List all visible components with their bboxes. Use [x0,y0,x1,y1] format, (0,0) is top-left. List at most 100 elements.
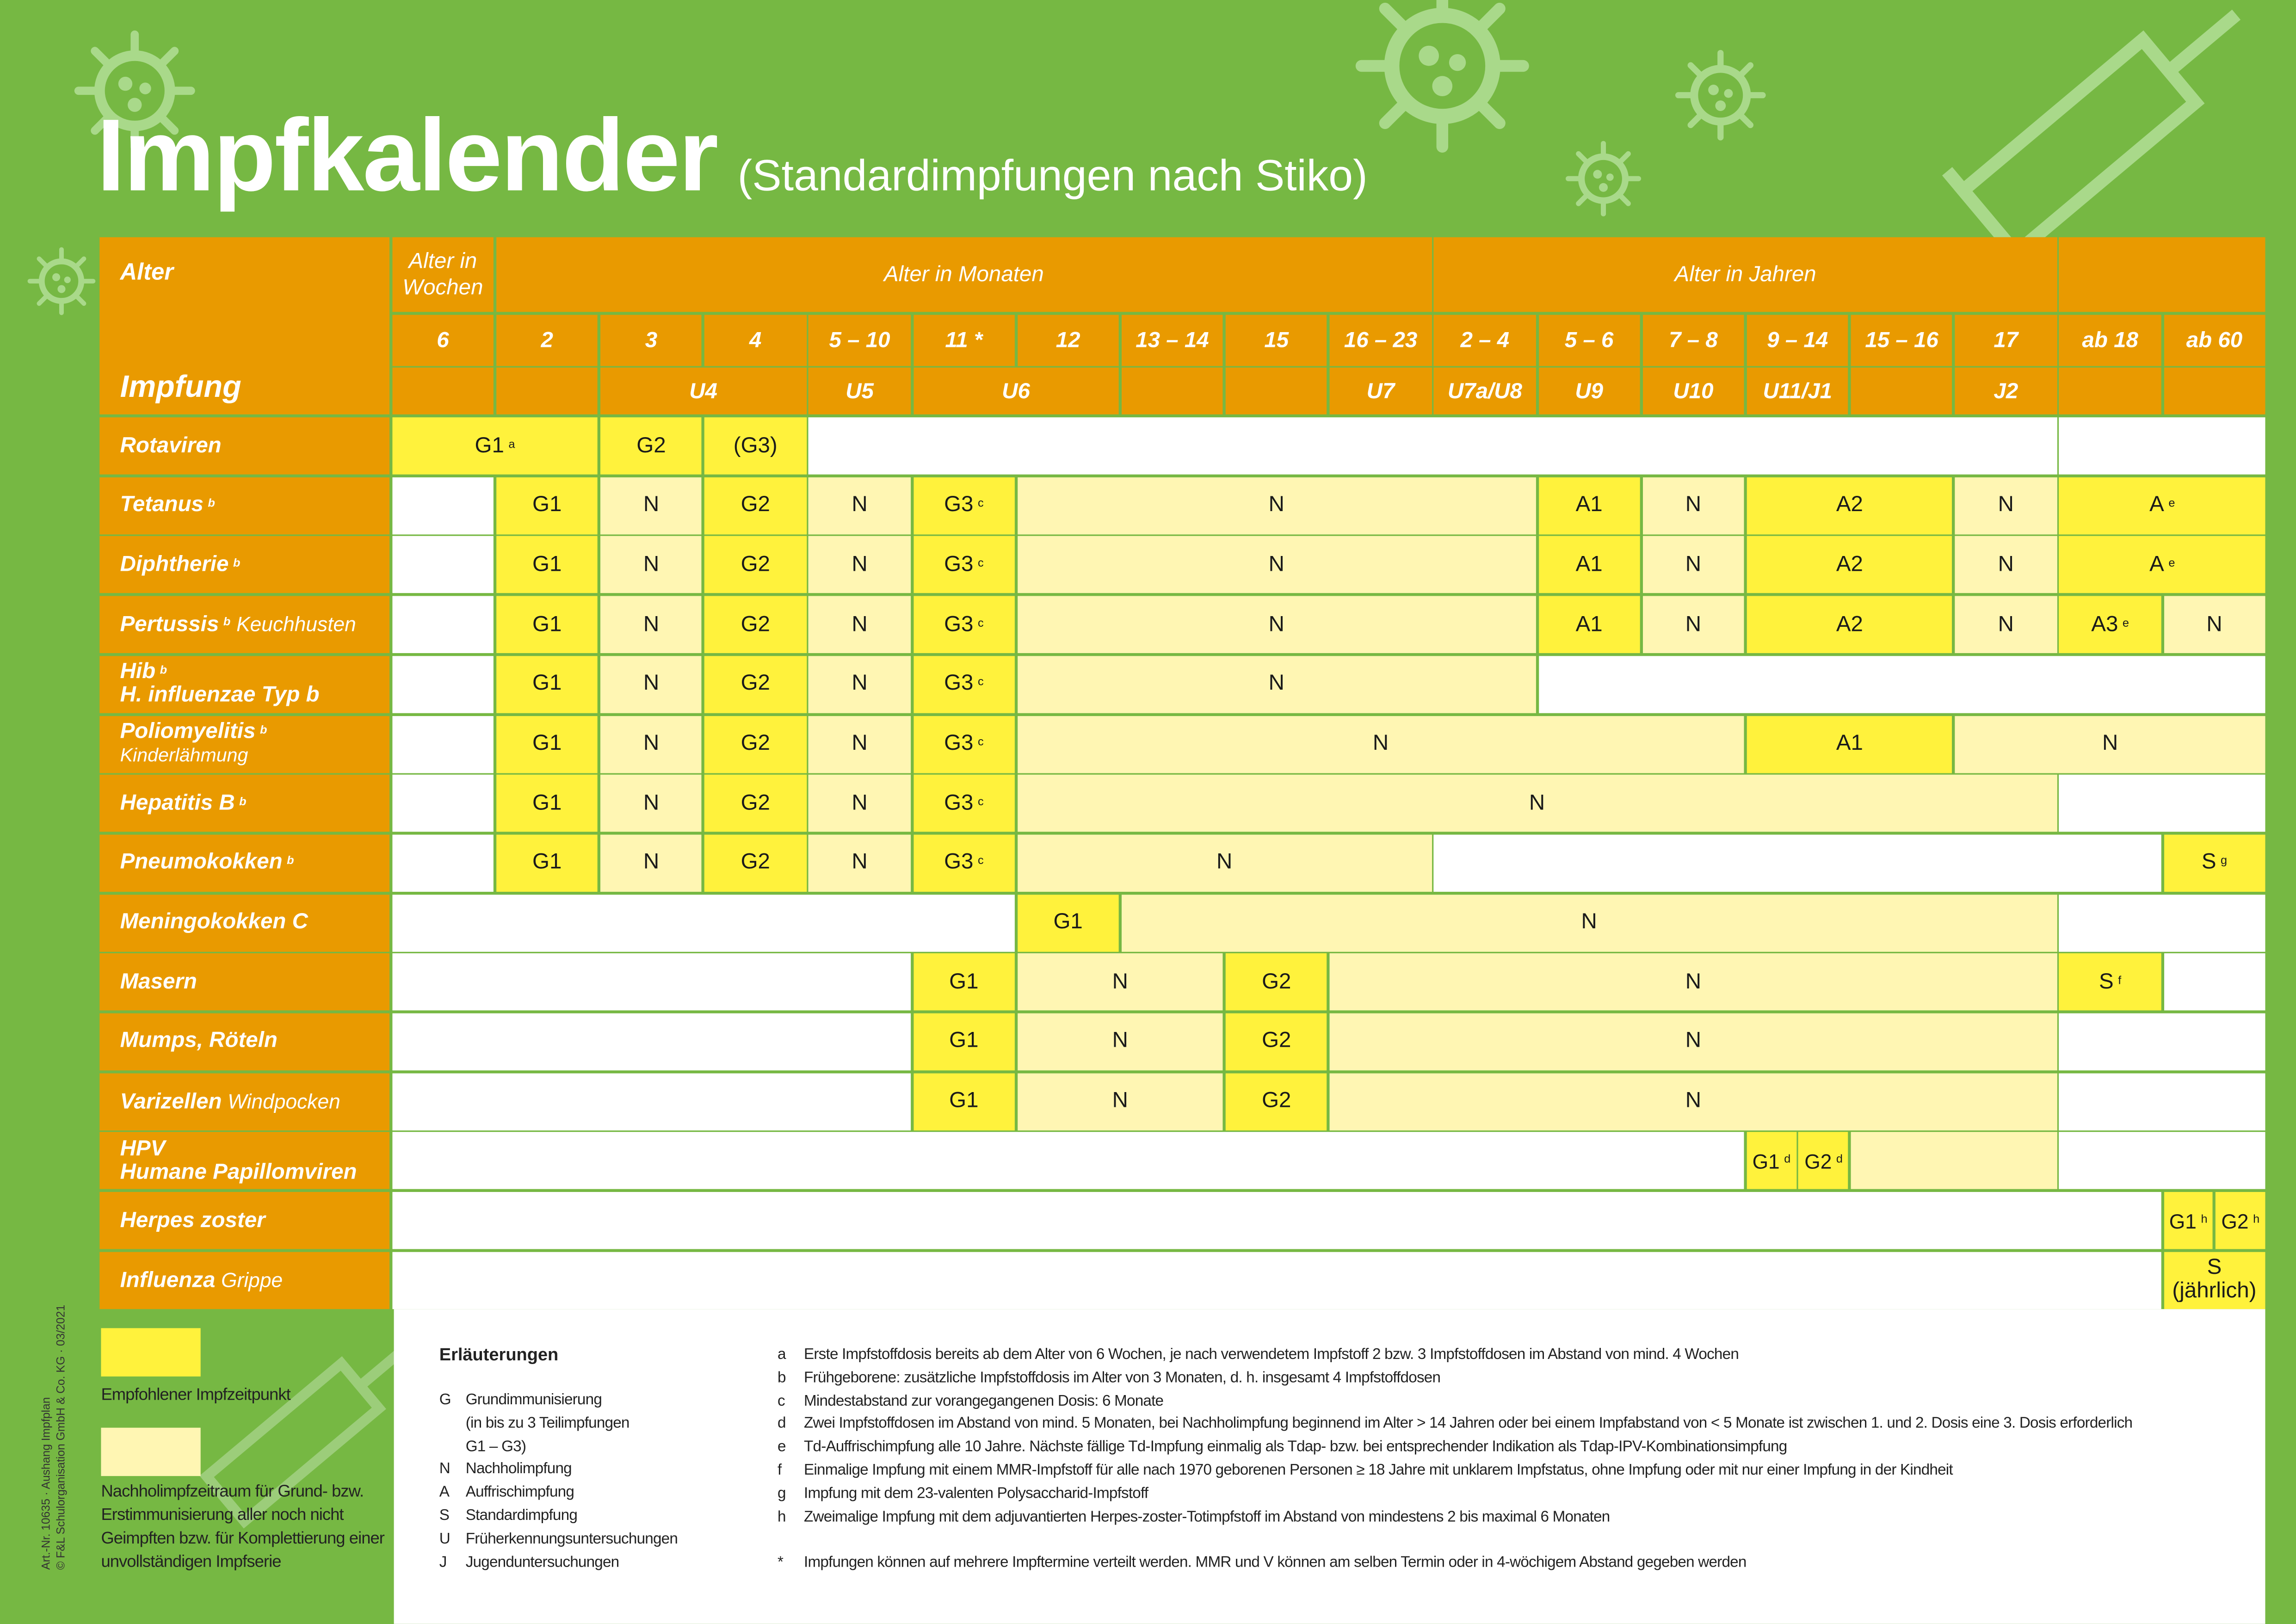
vaccine-subtitle: H. influenzae Typ b [120,683,320,708]
cell-value: N [1216,850,1233,875]
schedule-cell: N [1017,775,2057,832]
footnote-marker: c [977,735,984,748]
schedule-cell: G3 c [913,537,1015,594]
schedule-cell: G3 c [913,834,1015,892]
age-column-header: 15 – 16 [1851,314,1953,366]
schedule-cell: G1 [913,1073,1015,1130]
schedule-cell: A1 [1538,477,1640,534]
age-column-header: 11 * [913,314,1015,366]
virus-icon [30,249,93,313]
vaccine-common-name: Windpocken [228,1089,340,1112]
footnote-marker: c [977,616,984,630]
row-label-pertussis: Pertussis b Keuchhusten [99,596,390,654]
schedule-cell: N [1017,655,1536,713]
cell-value: N [1685,611,1702,636]
cell-value: G1 [949,969,979,994]
schedule-cell: N [1330,1013,2057,1071]
schedule-cell: N [809,655,911,713]
schedule-cell: G2 [704,477,807,534]
schedule-cell: A2 [1747,537,1953,594]
row-label-varizellen: Varizellen Windpocken [99,1073,390,1130]
cell-value: G2 [741,850,770,875]
age-column-header: 7 – 8 [1642,314,1744,366]
abbreviation-text: Jugenduntersuchungen [465,1553,619,1571]
vaccine-name-line: Meningokokken C [120,910,390,934]
vaccine-name-line: Herpes zoster [120,1208,390,1232]
cell-value: G1 [532,730,562,756]
vaccine-name-line: Influenza Grippe [120,1268,390,1293]
exam-header: U11/J1 [1747,368,1849,415]
vaccine-name-line: Hepatitis B b [120,791,390,815]
footnote-key: f [778,1461,782,1479]
footnote-marker: b [260,723,267,737]
schedule-cell: G2 [704,655,807,713]
schedule-cell: G1 [1017,894,1119,951]
cell-value: G3 [944,611,974,636]
age-group-header: Alter in Monaten [496,237,1432,312]
cell-value: G1 [949,1088,979,1113]
cell-value: A3 [2091,611,2118,636]
cell-value: G1 [532,850,562,875]
vaccine-name: Pneumokokken [120,850,283,875]
vaccine-subtitle: Humane Papillomviren [120,1159,357,1185]
schedule-cell: N [1017,715,1744,772]
abbreviation-key: S [439,1507,450,1525]
empty-cell [2059,894,2265,951]
row-label-meningokokken-c: Meningokokken C [99,894,390,951]
cell-value: N [852,850,868,875]
cell-value: G3 [944,850,974,875]
vaccine-name: Hib [120,659,156,685]
exam-header [2059,368,2161,415]
vaccine-name-line: Rotaviren [120,433,390,458]
schedule-cell: G3 c [913,715,1015,772]
abbreviation-key: U [439,1530,451,1548]
footnote-marker: a [508,437,515,451]
cell-value: G1 [532,492,562,518]
age-column-header: 2 – 4 [1434,314,1536,366]
footnote-marker: h [2253,1211,2260,1225]
abbreviation-key: J [439,1553,447,1571]
cell-value: G2 [1804,1149,1832,1173]
cell-value: A [2149,492,2164,518]
cell-value: N [1268,671,1284,696]
cell-value: N [1581,909,1597,934]
abbreviation-key: G [439,1391,451,1409]
vaccine-name: Varizellen [120,1089,222,1114]
footnote-key: b [778,1369,786,1387]
schedule-cell: N [809,775,911,832]
vaccine-name-line: Mumps, Röteln [120,1029,390,1054]
schedule-cell: G2 [704,715,807,772]
imprint-line: © F&L Schulorganisation GmbH & Co. KG · … [54,1304,68,1570]
cell-value: N [1685,492,1702,518]
spacer [778,1529,2132,1552]
cell-value: G1 [532,611,562,636]
footnote-item: h Zweimalige Impfung mit dem adjuvantiert… [778,1506,2132,1529]
cell-value: N [1529,790,1545,815]
age-column-header: ab 60 [2163,314,2265,366]
empty-cell [392,596,494,654]
age-column-header: 12 [1017,314,1119,366]
footnote-item: c Mindestabstand zur vorangegangenen Dosi… [778,1390,2132,1414]
empty-cell [392,1251,2161,1309]
schedule-cell: N [1017,537,1536,594]
abbreviation-item: N Nachholimpfung [439,1459,678,1482]
empty-cell [2059,417,2265,475]
empty-cell [392,1013,911,1071]
vaccine-subtitle: Kinderlähmung [120,744,248,766]
exam-header: U9 [1538,368,1640,415]
vaccine-common-name: Grippe [221,1267,283,1291]
schedule-cell: G1 d [1747,1132,1796,1190]
vaccine-name: Masern [120,969,197,994]
row-label-diphtherie: Diphtherie b [99,537,390,594]
abbreviation-text: Früherkennungsuntersuchungen [465,1530,678,1548]
cell-value: G2 [741,730,770,756]
cell-value: G2 [741,790,770,815]
cell-value: N [643,730,660,756]
cell-value: G2 [1262,1088,1291,1113]
footnote-key: d [778,1415,786,1433]
footnote-marker: g [2221,854,2228,868]
empty-cell [392,715,494,772]
cell-value: G2 [741,671,770,696]
